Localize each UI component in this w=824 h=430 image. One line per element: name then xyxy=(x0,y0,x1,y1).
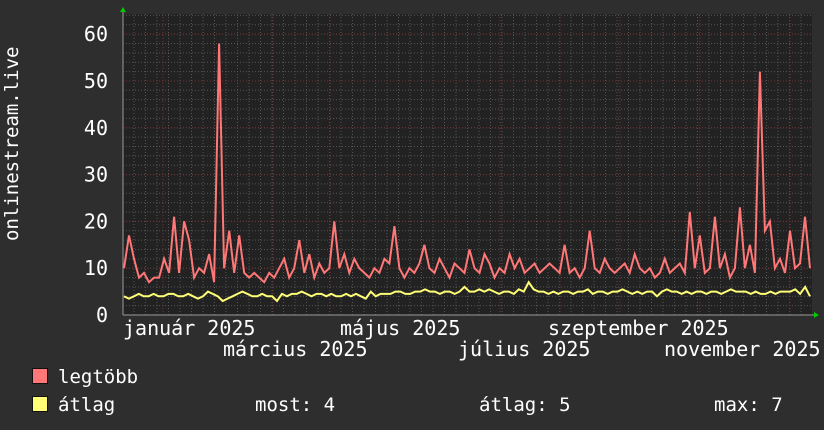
y-tick-label: 0 xyxy=(96,303,108,327)
stat-max: max: 7 xyxy=(714,394,783,416)
y-tick-label: 50 xyxy=(84,69,108,93)
x-tick-label: május 2025 xyxy=(340,316,460,340)
x-tick-label: szeptember 2025 xyxy=(548,316,729,340)
y-tick-label: 40 xyxy=(84,116,108,140)
y-axis-arrow-icon xyxy=(120,7,126,12)
y-axis-label: onlinestream.live xyxy=(1,46,23,241)
y-tick-label: 60 xyxy=(84,22,108,46)
legend-item-max: legtöbb xyxy=(32,366,138,388)
series-line-atlag xyxy=(123,280,811,303)
x-axis-arrow-icon xyxy=(814,312,819,318)
legend-label-avg: átlag xyxy=(58,394,116,416)
legend-label-max: legtöbb xyxy=(58,366,139,388)
x-tick-label: március 2025 xyxy=(223,337,368,361)
y-tick-label: 10 xyxy=(84,256,108,280)
x-tick-label: július 2025 xyxy=(458,337,590,361)
stat-now: most: 4 xyxy=(255,394,336,416)
legend-swatch-yellow xyxy=(32,396,48,412)
stat-average: átlag: 5 xyxy=(479,394,571,416)
y-tick-label: 20 xyxy=(84,209,108,233)
x-tick-label: november 2025 xyxy=(664,337,821,361)
y-tick-label: 30 xyxy=(84,163,108,187)
legend-item-avg: átlag xyxy=(32,394,115,416)
series-line-legtobb xyxy=(123,43,811,284)
x-tick-label: január 2025 xyxy=(123,316,255,340)
legend-swatch-red xyxy=(32,368,48,384)
